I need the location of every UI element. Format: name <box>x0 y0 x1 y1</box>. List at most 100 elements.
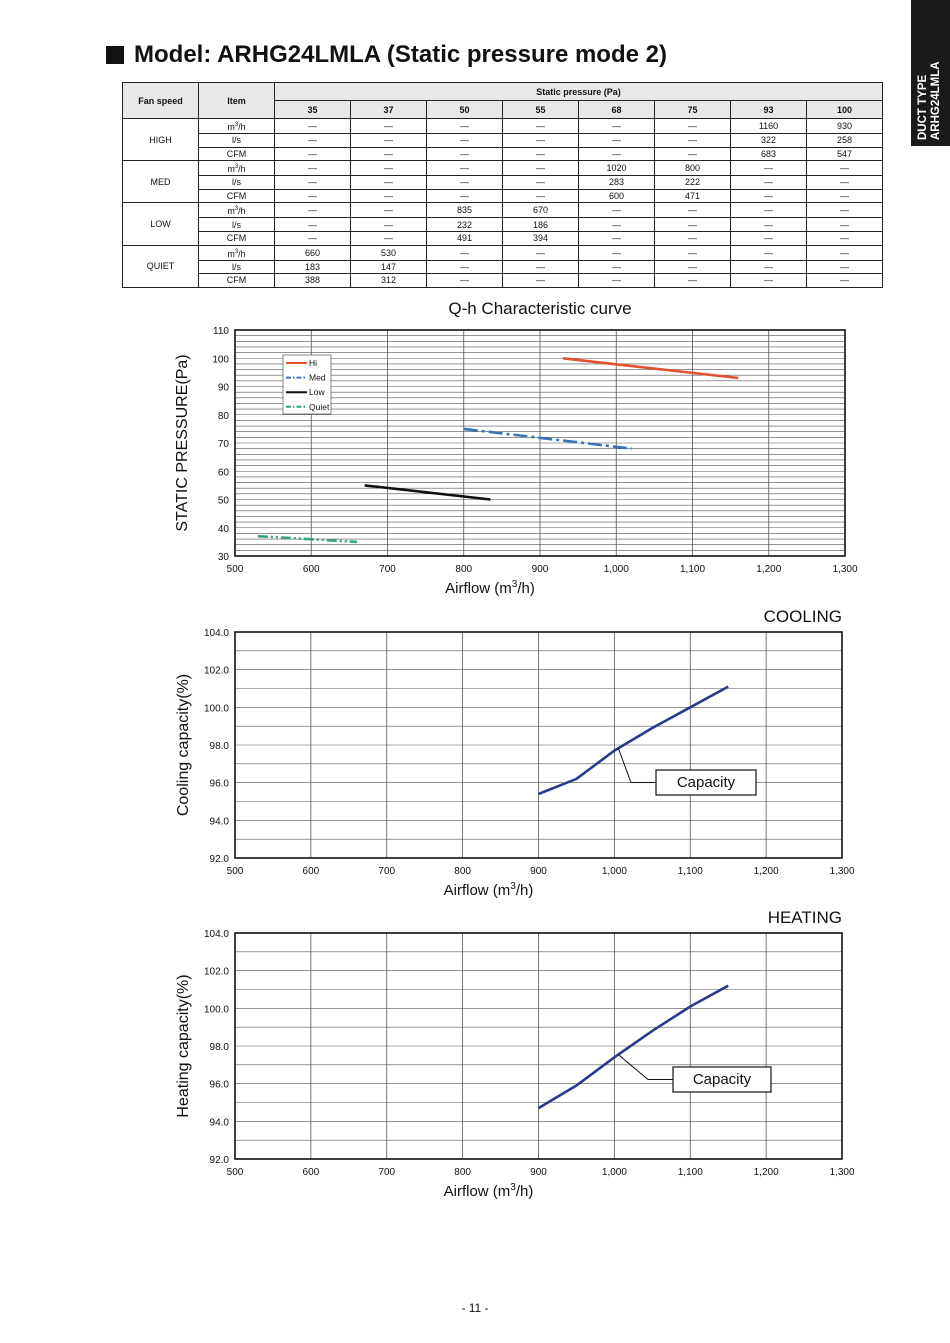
table-row: HIGH m3/h — — — — — —1160 930 <box>122 117 884 162</box>
y-tick-label: 80 <box>218 411 230 422</box>
x-tick-label: 1,000 <box>602 1167 627 1178</box>
table-row: QUIET m3/h 660 530— — — — — — <box>122 244 884 288</box>
value-cell: 930 <box>805 118 884 134</box>
plot-frame <box>234 631 843 859</box>
value-cell: — <box>805 160 884 177</box>
y-tick-label: 92.0 <box>210 854 230 865</box>
value-cell: — <box>730 244 807 261</box>
legend-label: Hi <box>309 358 317 368</box>
value-cell: — <box>350 160 427 177</box>
fan-speed-cell: LOW <box>122 202 199 246</box>
x-tick-label: 500 <box>227 866 244 877</box>
y-axis-label: Heating capacity(%) <box>175 974 192 1117</box>
y-tick-label: 100.0 <box>204 1004 229 1015</box>
y-axis-label: Cooling capacity(%) <box>175 674 192 816</box>
chart-3: 500 600 700 800 900 1,000 1,100 1,200 1,300 92.0 9… <box>175 908 855 1200</box>
value-cell: 800 <box>654 160 731 177</box>
x-tick-label: 1,200 <box>756 564 781 575</box>
page-title: Model: ARHG24LMLA (Static pressure mode … <box>106 38 667 72</box>
pressure-header: 50 <box>426 100 503 119</box>
x-tick-label: 1,200 <box>754 1167 779 1178</box>
value-cell: — <box>654 118 731 134</box>
value-cell: — <box>654 244 731 261</box>
x-tick-label: 700 <box>378 1167 395 1178</box>
fan-speed-cell: MED <box>122 160 199 204</box>
legend-label: Quiet <box>309 402 330 412</box>
x-tick-label: 900 <box>530 866 547 877</box>
x-tick-label: 1,100 <box>678 866 703 877</box>
value-cell: — <box>350 118 427 134</box>
fan-speed-cell: QUIET <box>122 244 199 288</box>
value-cell: — <box>426 273 503 288</box>
pressure-header: 37 <box>350 100 427 119</box>
x-tick-label: 900 <box>530 1167 547 1178</box>
y-tick-label: 96.0 <box>210 1080 230 1091</box>
y-tick-label: 104.0 <box>204 628 229 639</box>
series-line-med <box>463 427 632 450</box>
y-tick-label: 40 <box>218 524 230 535</box>
chart-title: Q-h Characteristic curve <box>448 299 631 318</box>
legend-box <box>282 354 332 415</box>
y-tick-label: 70 <box>218 439 230 450</box>
table-row: LOW m3/h — —835 670— — — — <box>122 202 884 246</box>
y-axis-label: STATIC PRESSURE(Pa) <box>174 354 191 531</box>
callout-label: Capacity <box>693 1071 752 1088</box>
x-tick-label: 900 <box>532 564 549 575</box>
page-number: - 11 - <box>461 1301 489 1315</box>
y-tick-label: 104.0 <box>204 929 229 940</box>
value-cell: — <box>426 160 503 177</box>
x-tick-label: 1,300 <box>829 866 854 877</box>
x-tick-label: 1,300 <box>832 564 857 575</box>
x-axis-label: Airflow (m3/h) <box>445 579 535 597</box>
value-cell: — <box>274 202 351 219</box>
y-tick-label: 94.0 <box>210 816 230 827</box>
x-tick-label: 600 <box>303 1167 320 1178</box>
static-pressure-header: Static pressure (Pa) <box>273 82 884 101</box>
x-tick-label: 800 <box>455 564 472 575</box>
table-row: CFM — —491 394— — — — <box>123 230 884 246</box>
value-cell: — <box>805 273 884 288</box>
y-tick-label: 100 <box>212 354 229 365</box>
x-axis-label: Airflow (m3/h) <box>444 1182 534 1200</box>
title-square-icon <box>106 46 124 64</box>
item-cell: m3/h <box>198 202 275 219</box>
x-tick-label: 1,100 <box>680 564 705 575</box>
table-row: CFM — — — —600 471— — <box>123 188 884 204</box>
x-tick-label: 700 <box>378 866 395 877</box>
table-row: l/s — — — — — —322 258 <box>123 133 884 148</box>
side-tab: DUCT TYPE ARHG24LMLA <box>911 0 950 146</box>
value-cell: 312 <box>350 273 427 288</box>
callout-box <box>672 1066 772 1093</box>
y-tick-label: 94.0 <box>210 1117 230 1128</box>
y-tick-label: 98.0 <box>210 1042 230 1053</box>
y-tick-label: 30 <box>218 552 230 563</box>
y-tick-label: 50 <box>218 496 230 507</box>
x-tick-label: 600 <box>303 866 320 877</box>
y-tick-label: 98.0 <box>210 741 230 752</box>
plot-frame <box>234 329 846 557</box>
table-row: CFM 388 312— — — — — — <box>123 273 884 288</box>
value-cell: 1160 <box>730 118 807 134</box>
y-tick-label: 92.0 <box>210 1155 230 1166</box>
item-cell: m3/h <box>198 244 275 261</box>
y-tick-label: 102.0 <box>204 666 229 677</box>
legend-label: Low <box>309 387 325 397</box>
y-tick-label: 102.0 <box>204 967 229 978</box>
table-row: l/s — — — —283 222— — <box>123 175 884 190</box>
y-tick-label: 90 <box>218 383 230 394</box>
callout-box <box>655 769 757 796</box>
x-tick-label: 700 <box>379 564 396 575</box>
y-tick-label: 96.0 <box>210 779 230 790</box>
chart-corner-label: HEATING <box>768 908 842 927</box>
x-tick-label: 800 <box>454 1167 471 1178</box>
series-line-capacity <box>537 984 729 1110</box>
pressure-header: 100 <box>805 100 884 119</box>
table-row: MED m3/h — — — —1020 800— — <box>122 160 884 204</box>
series-line-capacity <box>538 685 729 796</box>
pressure-header: 55 <box>502 100 579 119</box>
value-cell: — <box>502 273 579 288</box>
value-cell: — <box>578 202 655 219</box>
x-tick-label: 600 <box>303 564 320 575</box>
x-tick-label: 1,200 <box>754 866 779 877</box>
callout-label: Capacity <box>677 774 736 791</box>
